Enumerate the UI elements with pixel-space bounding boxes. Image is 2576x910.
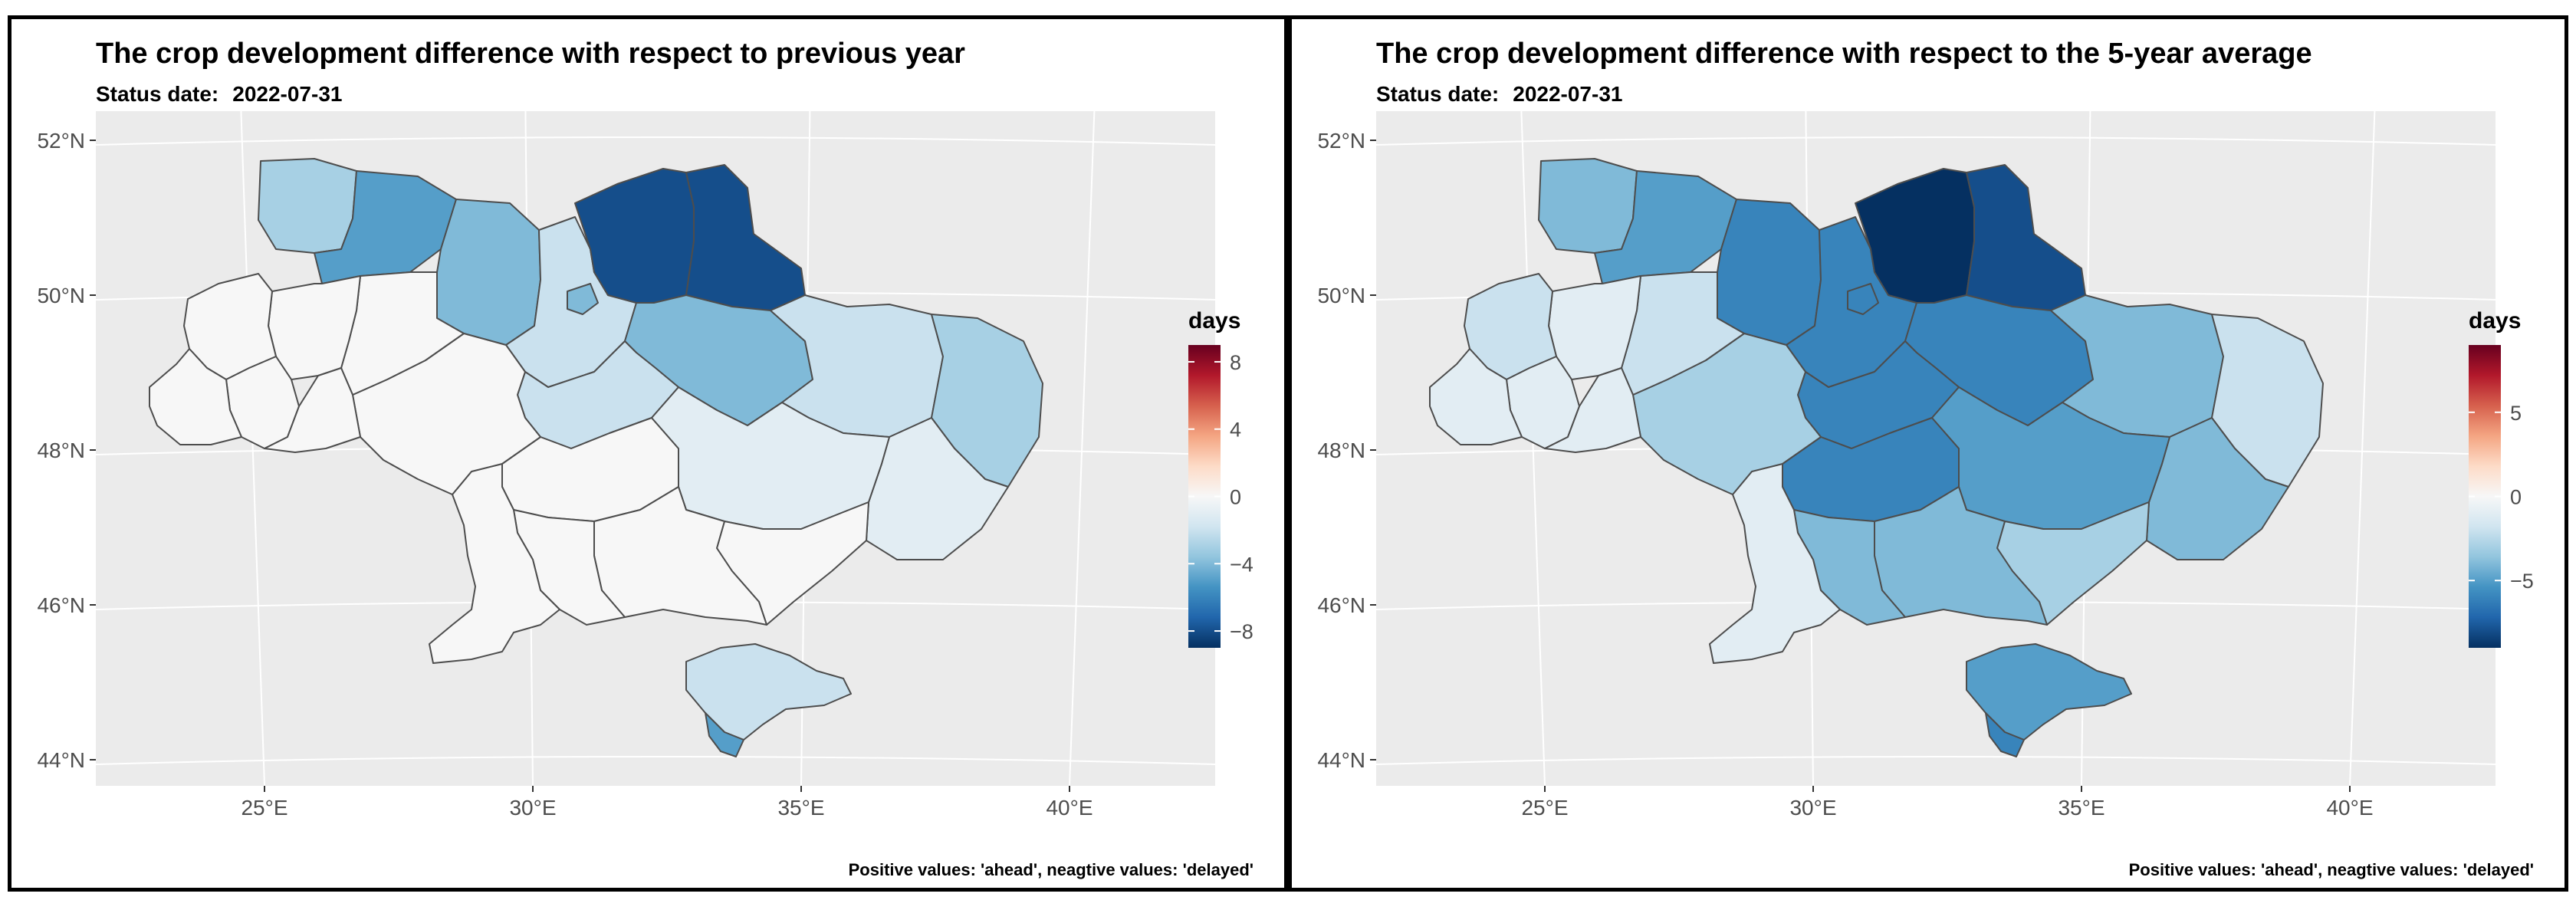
legend-title: days	[1188, 308, 1240, 333]
panel-title: The crop development difference with res…	[96, 38, 965, 70]
panel-title: The crop development difference with res…	[1376, 38, 2312, 70]
regions	[149, 158, 1043, 757]
lat-tick-label: 48°N	[37, 439, 85, 462]
region-sevastopol[interactable]	[705, 712, 744, 757]
legend-tick-label: −8	[1230, 620, 1254, 643]
region-kyiv-city[interactable]	[1847, 283, 1879, 315]
region-zhytomyr[interactable]	[1717, 199, 1822, 346]
region-odesa[interactable]	[429, 463, 560, 664]
lon-tick-label: 35°E	[2058, 796, 2104, 820]
region-zakarpattia[interactable]	[149, 348, 242, 445]
lon-tick-label: 35°E	[777, 796, 824, 820]
region-volyn[interactable]	[1538, 158, 1638, 254]
status-label: Status date:	[1376, 82, 1500, 106]
footnote: Positive values: 'ahead', neagtive value…	[848, 860, 1254, 879]
lon-tick-label: 30°E	[509, 796, 556, 820]
region-kyiv-city[interactable]	[567, 283, 599, 315]
lon-tick-label: 30°E	[1789, 796, 1836, 820]
lat-tick-label: 46°N	[37, 593, 85, 617]
region-odesa[interactable]	[1709, 463, 1841, 664]
region-volyn[interactable]	[258, 158, 357, 254]
status-label: Status date:	[96, 82, 219, 106]
panel-5-year-average: The crop development difference with res…	[1288, 15, 2568, 892]
lat-tick-label: 44°N	[1317, 748, 1365, 772]
lat-tick-label: 50°N	[1317, 284, 1365, 307]
legend: days 8 4 0 −4 −8	[1188, 308, 1254, 648]
region-chernivtsi[interactable]	[264, 367, 361, 453]
panel-previous-year: The crop development difference with res…	[8, 15, 1288, 892]
status-line: Status date: 2022-07-31	[96, 82, 356, 107]
legend: days 5 0 −5	[2469, 308, 2534, 648]
choropleth-map: 52°N 50°N 48°N 46°N 44°N 25°E 30°E 35°E 40°E days…	[1317, 110, 2534, 820]
legend-tick-label: 5	[2510, 402, 2522, 425]
region-sevastopol[interactable]	[1985, 712, 2025, 757]
lon-tick-label: 25°E	[1521, 796, 1568, 820]
legend-tick-label: −5	[2510, 570, 2534, 593]
lat-tick-label: 44°N	[37, 748, 85, 772]
lon-tick-label: 25°E	[241, 796, 288, 820]
region-zhytomyr[interactable]	[436, 199, 541, 346]
lat-tick-label: 46°N	[1317, 593, 1365, 617]
legend-tick-label: 4	[1230, 419, 1241, 442]
lat-tick-label: 48°N	[1317, 439, 1365, 462]
lat-tick-label: 52°N	[1317, 129, 1365, 153]
choropleth-map: 52°N 50°N 48°N 46°N 44°N 25°E 30°E 35°E 40°E days…	[37, 110, 1254, 820]
legend-title: days	[2469, 308, 2521, 333]
region-chernivtsi[interactable]	[1544, 367, 1641, 453]
legend-tick-label: 8	[1230, 351, 1241, 374]
status-date: 2022-07-31	[232, 82, 343, 106]
regions	[1429, 158, 2324, 757]
lat-tick-label: 50°N	[37, 284, 85, 307]
lat-tick-label: 52°N	[37, 129, 85, 153]
status-date: 2022-07-31	[1513, 82, 1623, 106]
lon-tick-label: 40°E	[2326, 796, 2373, 820]
status-line: Status date: 2022-07-31	[1376, 82, 1636, 107]
legend-tick-label: −4	[1230, 553, 1254, 576]
legend-tick-label: 0	[2510, 486, 2522, 509]
lon-tick-label: 40°E	[1046, 796, 1092, 820]
region-zakarpattia[interactable]	[1429, 348, 1523, 445]
legend-tick-label: 0	[1230, 486, 1241, 509]
footnote: Positive values: 'ahead', neagtive value…	[2128, 860, 2534, 879]
